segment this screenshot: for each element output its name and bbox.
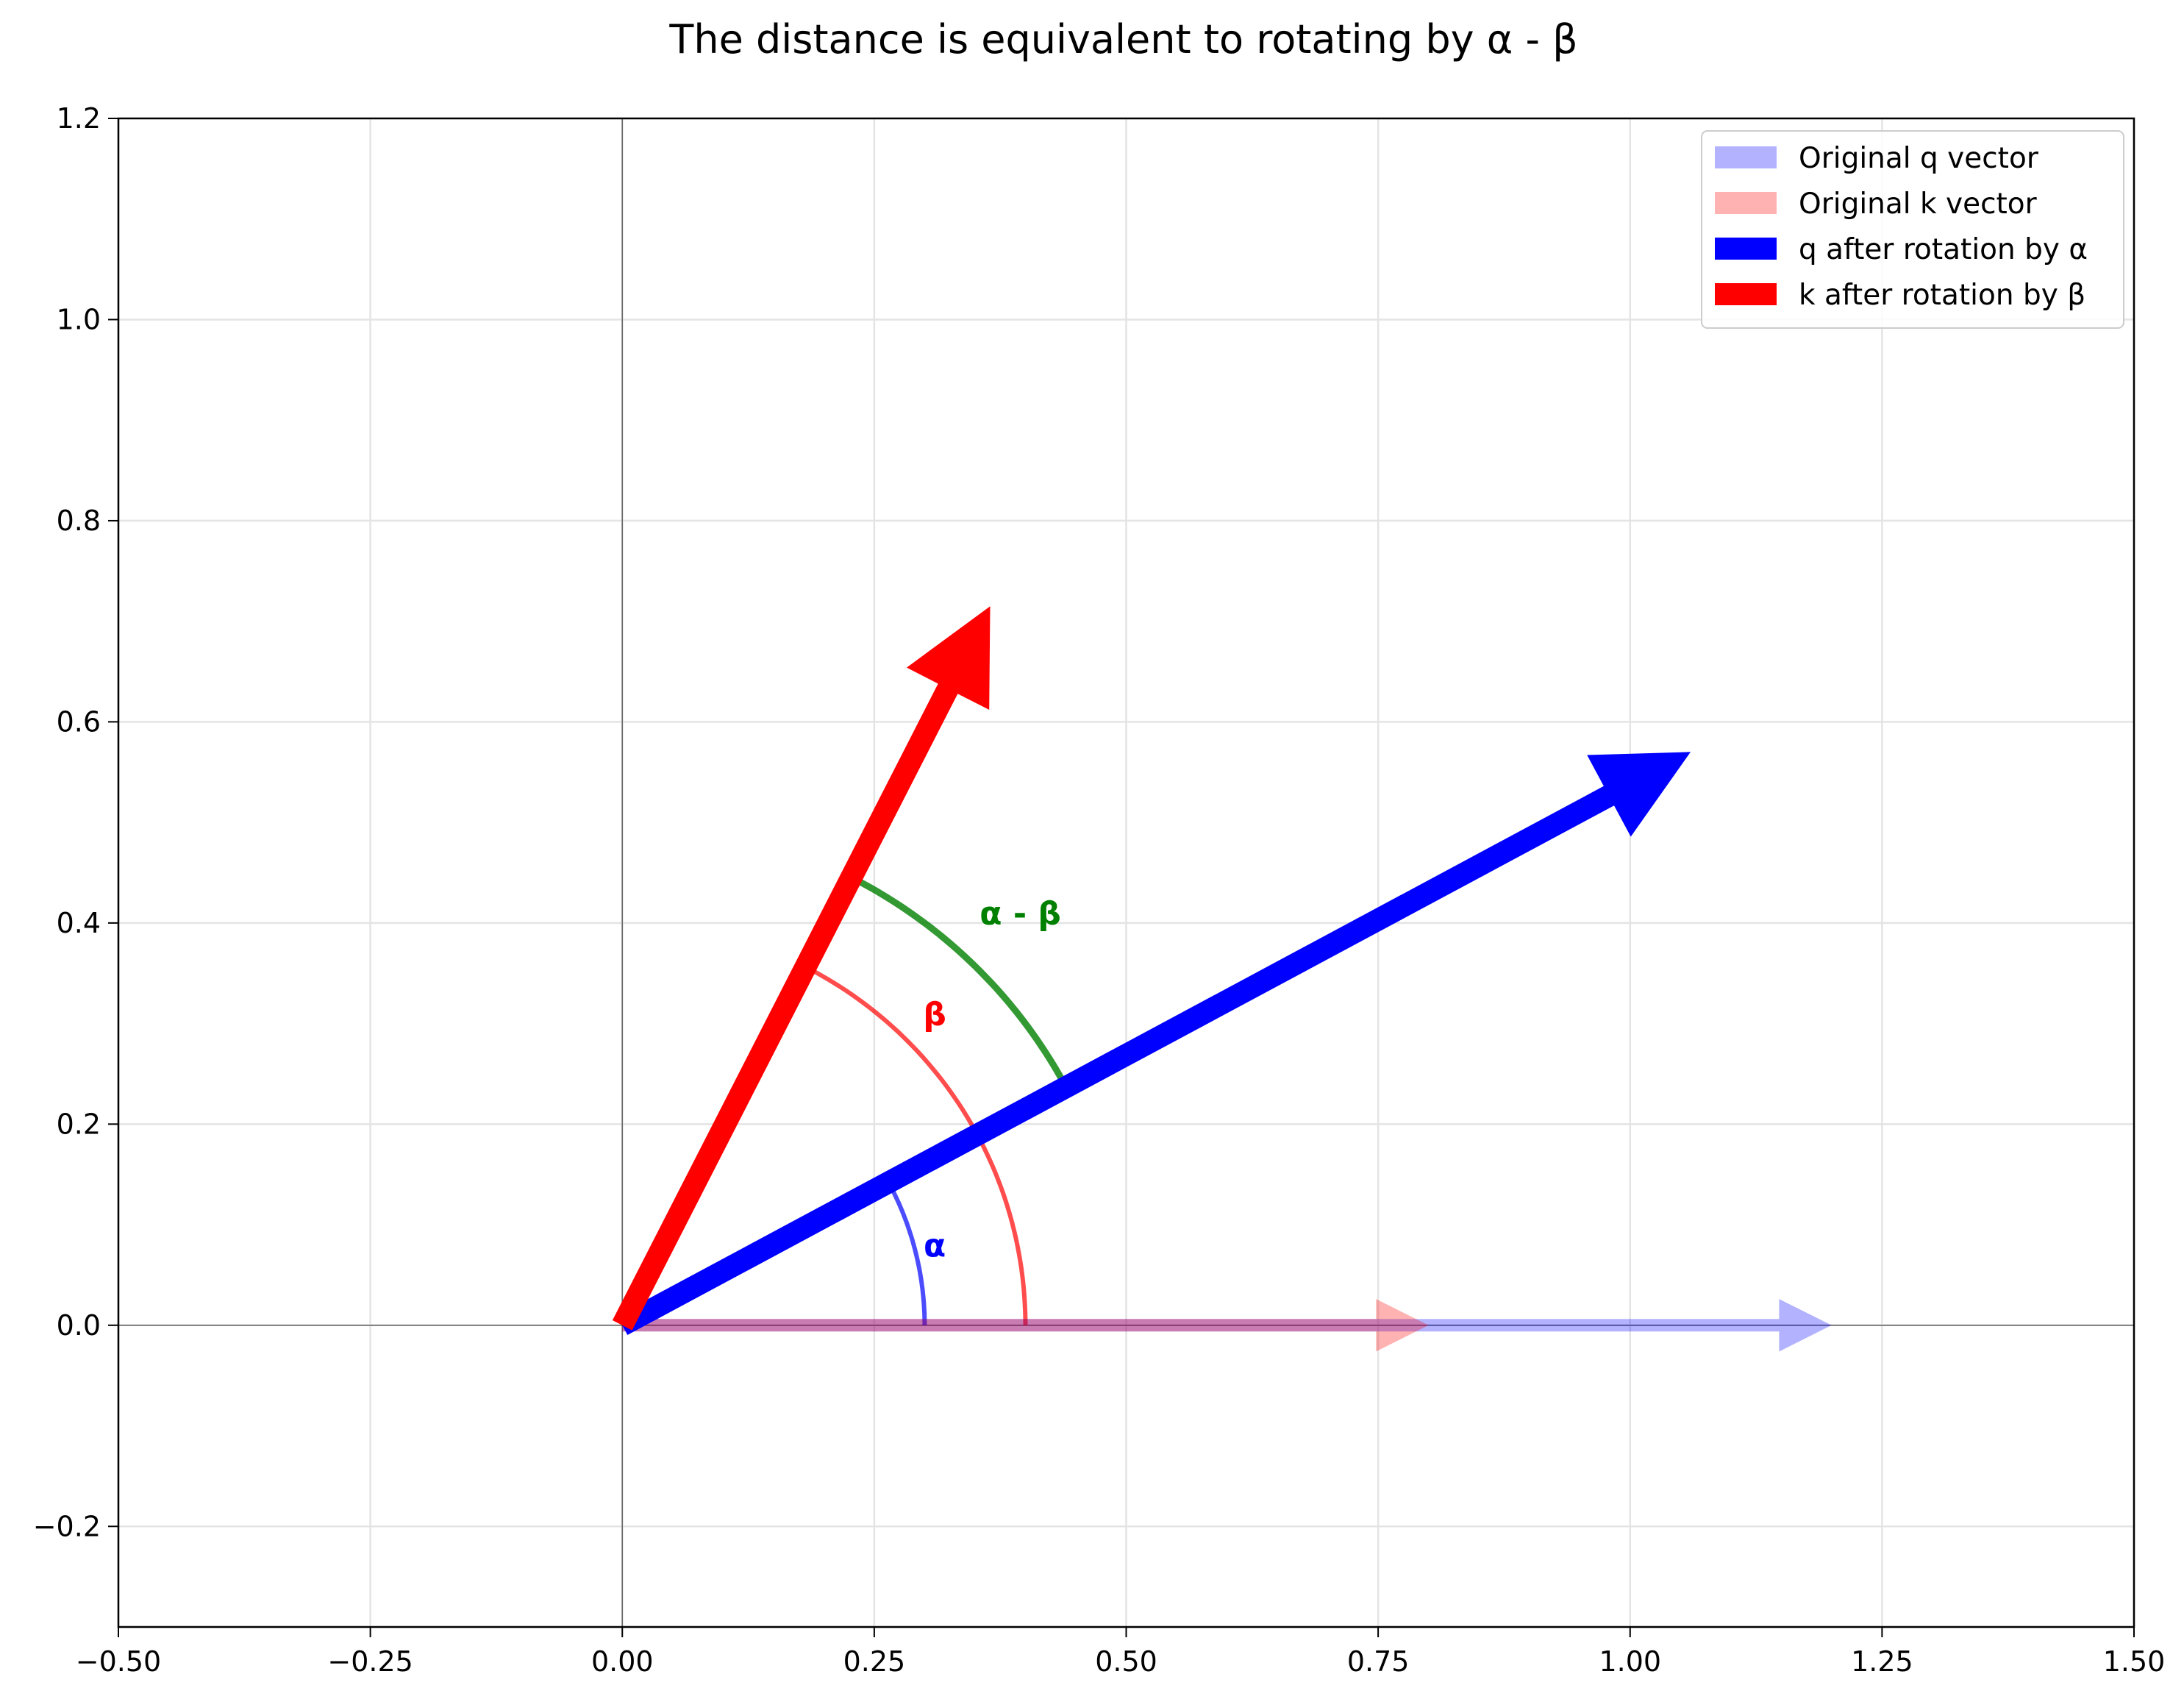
legend-box — [1701, 130, 2124, 329]
legend-label-0: Original q vector — [1799, 142, 2039, 175]
legend-label-3: k after rotation by β — [1799, 279, 2085, 312]
x-tick-label-3: 0.25 — [843, 1645, 906, 1678]
legend-swatch-0 — [1715, 146, 1777, 168]
angle-arc-1 — [807, 966, 1028, 1325]
vector-layer — [612, 606, 1832, 1352]
chart-title: The distance is equivalent to rotating b… — [668, 16, 1577, 63]
legend-swatch-3 — [1715, 283, 1777, 305]
x-tick-label-8: 1.50 — [2103, 1645, 2166, 1678]
x-tick-label-5: 0.75 — [1347, 1645, 1410, 1678]
frame-layer — [117, 117, 2135, 1628]
axes-layer: −0.50 −0.25 0.00 0.25 0.50 0.75 1.00 1.25 1.50 −0… — [33, 102, 2166, 1678]
y-tick-label-2: 0.2 — [57, 1108, 101, 1140]
vector-arrow-0 — [622, 1299, 1832, 1352]
zero-lines — [118, 118, 2134, 1627]
angle-label-1: β — [923, 996, 946, 1033]
x-tick-label-7: 1.25 — [1851, 1645, 1913, 1678]
x-tick-label-1: −0.25 — [327, 1645, 413, 1678]
legend-label-1: Original k vector — [1799, 188, 2038, 221]
angle-label-0: α — [924, 1227, 946, 1264]
legend-swatch-2 — [1715, 238, 1777, 260]
x-tick-label-0: −0.50 — [76, 1645, 161, 1678]
y-tick-label-6: 1.0 — [57, 303, 101, 335]
plot-frame — [117, 117, 2135, 1628]
arc-layer: α β α - β — [807, 876, 1069, 1325]
y-tick-label-0: −0.2 — [33, 1510, 101, 1542]
angle-label-2: α - β — [979, 895, 1061, 933]
y-tick-label-4: 0.6 — [57, 705, 101, 738]
x-tick-label-2: 0.00 — [591, 1645, 654, 1678]
x-tick-label-4: 0.50 — [1095, 1645, 1157, 1678]
legend-swatch-1 — [1715, 192, 1777, 214]
x-tick-label-6: 1.00 — [1599, 1645, 1661, 1678]
vector-arrow-3 — [612, 606, 991, 1331]
legend: Original q vector Original k vector q afte… — [1701, 130, 2124, 329]
vector-arrow-2 — [617, 752, 1691, 1335]
y-tick-label-5: 0.8 — [57, 505, 101, 537]
angle-arc-0 — [886, 1181, 927, 1325]
y-tick-label-1: 0.0 — [57, 1309, 101, 1342]
y-tick-label-3: 0.4 — [57, 907, 101, 939]
vector-arrow-1 — [622, 1299, 1429, 1352]
angle-arc-2 — [853, 876, 1069, 1089]
legend-label-2: q after rotation by α — [1799, 233, 2088, 266]
y-tick-label-7: 1.2 — [57, 102, 101, 135]
